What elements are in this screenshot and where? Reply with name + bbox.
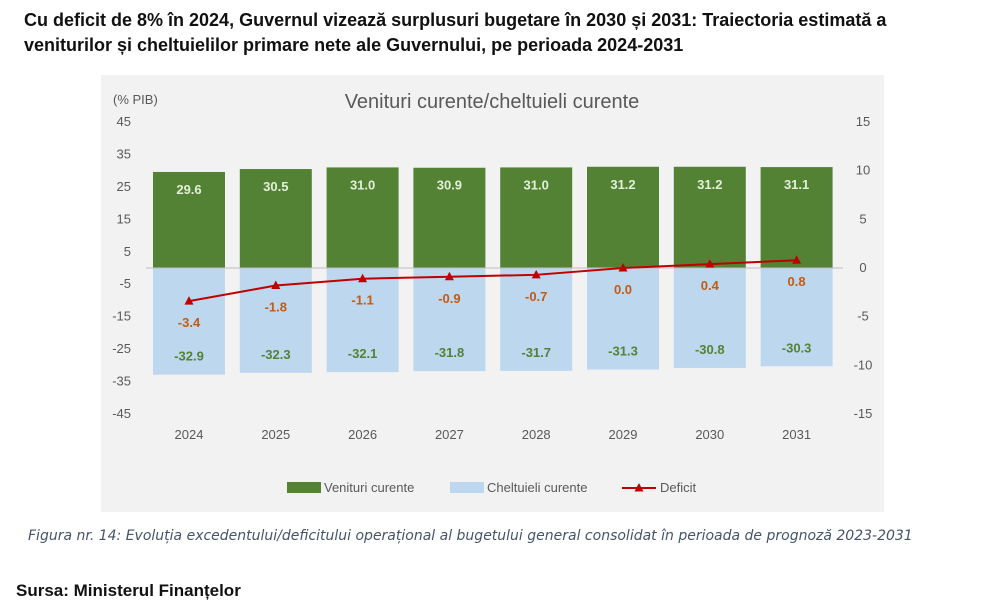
y2-tick-label: -10 — [854, 357, 873, 372]
y-tick-label: 5 — [124, 244, 131, 259]
data-label-cheltuieli: -32.1 — [348, 346, 378, 361]
data-label-cheltuieli: -30.8 — [695, 342, 725, 357]
deficit-marker — [531, 269, 541, 279]
page-heading: Cu deficit de 8% în 2024, Guvernul vizea… — [24, 10, 887, 55]
chart-panel: Venituri curente/cheltuieli curente (% PI… — [101, 75, 884, 512]
bar-cheltuieli-curente — [587, 268, 659, 370]
y2-tick-label: -5 — [857, 309, 869, 324]
bar-venituri-curente — [760, 167, 833, 268]
y-tick-label: -35 — [112, 374, 131, 389]
y-tick-label: 15 — [117, 211, 131, 226]
data-label-venituri: 31.0 — [524, 177, 549, 192]
bar-cheltuieli-curente — [500, 268, 573, 371]
data-label-cheltuieli: -31.3 — [608, 344, 638, 359]
bar-cheltuieli-curente — [326, 268, 399, 373]
x-tick-label: 2027 — [435, 427, 464, 442]
y-tick-label: 35 — [117, 146, 131, 161]
y-tick-label: -25 — [112, 341, 131, 356]
legend-label-deficit: Deficit — [660, 480, 697, 495]
data-label-venituri: 30.5 — [263, 179, 288, 194]
bar-cheltuieli-curente — [413, 268, 486, 372]
deficit-line — [188, 259, 797, 303]
data-label-cheltuieli: -31.7 — [521, 345, 551, 360]
data-label-deficit: -1.1 — [351, 293, 373, 308]
data-label-venituri: 31.2 — [697, 177, 722, 192]
data-label-deficit: -0.9 — [438, 291, 460, 306]
y-tick-label: 45 — [117, 114, 131, 129]
bar-venituri-curente — [326, 167, 399, 268]
x-tick-label: 2026 — [348, 427, 377, 442]
figure-caption: Figura nr. 14: Evoluția excedentului/def… — [28, 528, 913, 544]
bar-cheltuieli-curente — [153, 268, 225, 375]
deficit-marker — [444, 271, 454, 281]
deficit-marker — [705, 259, 715, 268]
legend-swatch-venituri — [287, 482, 321, 493]
bar-venituri-curente — [153, 171, 225, 268]
bar-venituri-curente — [413, 167, 486, 268]
bar-venituri-curente — [239, 169, 312, 268]
y-tick-label: -15 — [112, 309, 131, 324]
legend-label-venituri: Venituri curente — [324, 480, 414, 495]
x-tick-label: 2024 — [175, 427, 204, 442]
chart-title: Venituri curente/cheltuieli curente — [345, 91, 640, 113]
data-label-deficit: 0.0 — [614, 282, 632, 297]
data-label-venituri: 31.1 — [784, 177, 809, 192]
x-tick-label: 2030 — [695, 427, 724, 442]
data-label-cheltuieli: -30.3 — [782, 340, 812, 355]
x-tick-label: 2028 — [522, 427, 551, 442]
x-tick-label: 2029 — [609, 427, 638, 442]
legend-swatch-cheltuieli — [450, 482, 484, 493]
y-tick-label: 25 — [117, 179, 131, 194]
deficit-marker — [792, 255, 802, 264]
data-label-cheltuieli: -31.8 — [435, 345, 465, 360]
y-tick-label: -45 — [112, 406, 131, 421]
deficit-marker — [184, 296, 194, 305]
data-label-deficit: 0.4 — [701, 278, 720, 293]
bar-venituri-curente — [587, 166, 659, 268]
deficit-marker — [618, 263, 628, 272]
data-label-deficit: -1.8 — [265, 300, 287, 315]
y2-tick-label: 10 — [856, 163, 870, 178]
data-label-cheltuieli: -32.9 — [174, 349, 204, 364]
y-tick-label: -5 — [119, 276, 131, 291]
data-label-venituri: 30.9 — [437, 178, 462, 193]
data-label-cheltuieli: -32.3 — [261, 347, 291, 362]
data-label-venituri: 31.0 — [350, 177, 375, 192]
bar-cheltuieli-curente — [760, 268, 833, 367]
deficit-marker — [271, 280, 281, 290]
legend-marker-deficit — [634, 483, 644, 492]
data-label-venituri: 29.6 — [176, 182, 201, 197]
y2-tick-label: -15 — [854, 406, 873, 421]
data-label-venituri: 31.2 — [610, 177, 635, 192]
legend-label-cheltuieli: Cheltuieli curente — [487, 480, 587, 495]
bar-venituri-curente — [500, 167, 573, 268]
deficit-marker — [358, 273, 368, 283]
bar-cheltuieli-curente — [673, 268, 746, 368]
x-tick-label: 2025 — [261, 427, 290, 442]
chart: Venituri curente/cheltuieli curente (% PI… — [112, 91, 873, 495]
x-tick-label: 2031 — [782, 427, 811, 442]
bar-venituri-curente — [673, 166, 746, 268]
y2-tick-label: 0 — [859, 260, 866, 275]
data-label-deficit: -0.7 — [525, 289, 547, 304]
data-label-deficit: -3.4 — [178, 315, 201, 330]
data-label-deficit: 0.8 — [788, 274, 806, 289]
y2-tick-label: 15 — [856, 114, 870, 129]
source-note: Sursa: Ministerul Finanțelor — [16, 581, 241, 600]
y-axis-label: (% PIB) — [113, 92, 158, 107]
y2-tick-label: 5 — [859, 211, 866, 226]
